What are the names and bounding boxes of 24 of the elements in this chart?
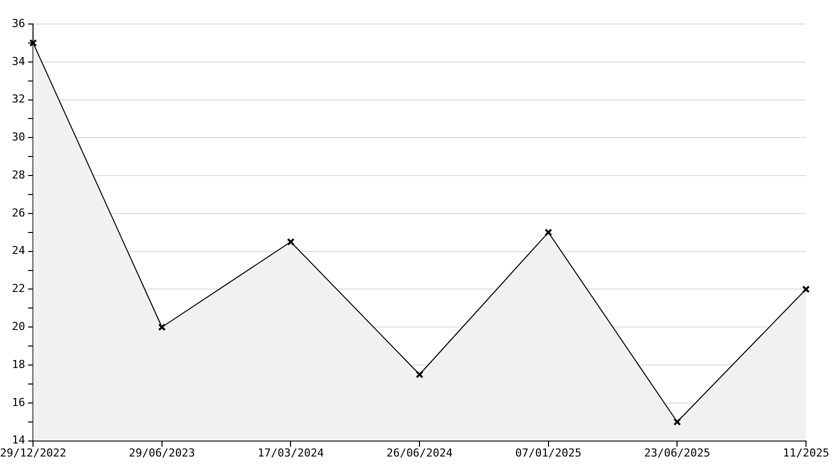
point	[673, 418, 682, 426]
y-tick-label: 30	[12, 130, 26, 144]
y-tick-label: 22	[12, 282, 26, 296]
y-tick-label: 24	[12, 244, 26, 258]
point	[544, 228, 552, 236]
x-tick-label: 07/01/2025	[515, 446, 582, 460]
y-tick-label: 16	[12, 396, 26, 409]
y-tick-label: 20	[12, 320, 26, 333]
point	[416, 370, 424, 378]
x-tick-label: 17/03/2024	[258, 446, 324, 460]
point	[286, 238, 295, 246]
y-tick-label: 18	[12, 358, 26, 371]
point	[158, 323, 166, 331]
x-tick-label: 29/12/2022	[0, 446, 66, 460]
y-tick-label: 14	[12, 434, 26, 447]
y-tick-label: 28	[12, 168, 26, 182]
y-tick-label: 32	[12, 92, 26, 106]
y-tick-label: 36	[12, 16, 26, 30]
x-tick-label: 26/06/2024	[386, 446, 454, 460]
x-tick-label: 29/06/2023	[128, 446, 196, 460]
x-tick-label: 11/2025	[782, 446, 830, 460]
y-tick-label: 34	[12, 54, 26, 68]
y-tick-label: 26	[12, 206, 26, 220]
x-tick-label: 23/06/2025	[644, 446, 710, 460]
